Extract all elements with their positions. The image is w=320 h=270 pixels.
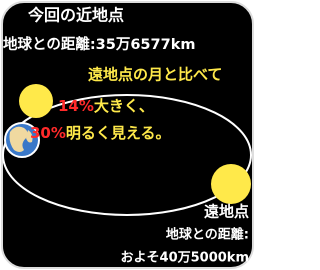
message-line: 14%大きく、 [58, 97, 154, 115]
far-distance: およそ40万5000km [121, 251, 249, 266]
message-text: 大きく、 [94, 97, 154, 115]
near-distance: 地球との距離:35万6577km [3, 35, 195, 53]
far-title: 遠地点 [204, 203, 249, 221]
diagram: 今回の近地点 地球との距離:35万6577km 遠地点の月と比べて 14%大きく… [0, 0, 255, 270]
highlight: 14% [58, 97, 94, 115]
moon-apogee [211, 164, 251, 204]
message-line: 遠地点の月と比べて [88, 66, 222, 84]
message-text: 明るく見える。 [66, 124, 171, 142]
moon-perigee [19, 84, 53, 118]
message-line: 30%明るく見える。 [30, 124, 170, 142]
highlight: 30% [30, 124, 66, 142]
far-distance-label: 地球との距離: [166, 227, 249, 243]
near-title: 今回の近地点 [27, 6, 124, 25]
page: 今回の近地点 地球との距離:35万6577km 遠地点の月と比べて 14%大きく… [0, 0, 320, 270]
